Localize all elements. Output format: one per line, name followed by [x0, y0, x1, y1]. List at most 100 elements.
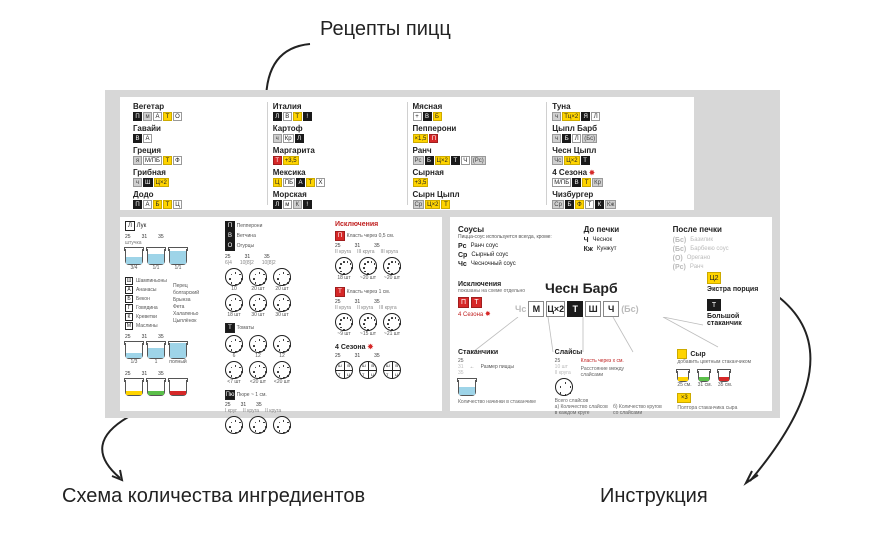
kv-row: ЧсЧесночный соус	[458, 261, 568, 268]
kv-row: КжКунжут	[584, 246, 657, 253]
recipe-tag: Рс	[413, 156, 424, 165]
recipe-item: ГавайиВА	[133, 124, 262, 143]
recipe-tag: В	[133, 134, 142, 143]
excl-tag-t: Т	[471, 297, 482, 308]
exceptions-note: показаны на схеме отдельно	[458, 288, 525, 294]
kv-row: СрСырный соус	[458, 252, 568, 259]
recipe-tag: Я	[581, 112, 590, 121]
slices-heading: Слайсы	[555, 349, 668, 356]
cheese-heading: Сыр	[690, 351, 705, 358]
recipe-name: Додо	[133, 190, 262, 199]
card-recipes: ВегетарПмАТОГавайиВАГрецияяМ/ПБТФГрибная…	[120, 97, 694, 210]
ing-mid: П Пепперони В Ветчина О Огурцы 253135 6|…	[225, 221, 325, 434]
recipe-tag: Б	[433, 112, 442, 121]
recipe-name: Морская	[273, 190, 402, 199]
recipe-tag: Л	[273, 112, 282, 121]
recipe-tag: м	[283, 200, 292, 209]
recipe-item: 4 Сезона ✸М/ПБВТКр	[552, 168, 681, 187]
recipe-tag: Ф	[575, 200, 584, 209]
recipe-tag: +3,5	[413, 178, 429, 187]
recipe-tag: Ц×2	[435, 156, 450, 165]
cheese-foot: Полтора стаканчика сыра	[677, 405, 764, 411]
recipe-tag: Ц	[273, 178, 282, 187]
recipe-tag: П	[429, 134, 438, 143]
strip-tag: Ч	[603, 301, 619, 317]
recipe-tag: А	[296, 178, 305, 187]
recipe-tag: Л	[295, 134, 304, 143]
recipe-name: Чесн Цыпл	[552, 146, 681, 155]
recipe-tag: Чс	[552, 156, 563, 165]
big-recipe-name: Чесн Барб	[545, 280, 618, 296]
recipe-column: ТуначТц×2ЯЛЦыпл БарбчБЛ(Бс)Чесн ЦыплЧсЦ×…	[546, 102, 686, 205]
slices-a: а) Количество слайсов в каждом круге	[555, 404, 609, 416]
recipe-name: Гавайи	[133, 124, 262, 133]
strip-tag: Т	[567, 301, 583, 317]
recipe-tag: М/ПБ	[143, 156, 162, 165]
recipe-tag: В	[572, 178, 581, 187]
recipe-column: ВегетарПмАТОГавайиВАГрецияяМ/ПБТФГрибная…	[128, 102, 267, 205]
recipe-tag: А	[143, 134, 152, 143]
cheese-tag-sq	[677, 349, 687, 359]
recipe-name: Картоф	[273, 124, 402, 133]
recipe-tag: Ц	[173, 200, 182, 209]
before-heading: До печки	[584, 225, 657, 234]
cups-foot: Количество начинки в стаканчике	[458, 399, 545, 405]
recipe-item: Пепперони×1,5П	[413, 124, 542, 143]
recipe-tag: М/ПБ	[552, 178, 571, 187]
recipe-name: Мексика	[273, 168, 402, 177]
recipe-tag: К	[293, 200, 302, 209]
recipe-tag: В	[283, 112, 292, 121]
recipe-item: ТуначТц×2ЯЛ	[552, 102, 681, 121]
recipe-tag: ч	[273, 134, 282, 143]
recipe-tag: Т	[163, 156, 172, 165]
ing-right: Исключения П Класть через 0,5 см. 253135…	[335, 221, 435, 379]
recipe-tag: Тц×2	[562, 112, 580, 121]
recipe-tag: Т	[581, 156, 590, 165]
recipe-name: 4 Сезона ✸	[552, 168, 681, 177]
recipe-tag: О	[173, 112, 182, 121]
recipe-tag: ×1,5	[413, 134, 429, 143]
card-ingredients: Л Лук 253135 штучка 3/41/11/1 ШШампиньон…	[120, 217, 442, 411]
slices-sub-1: II круга	[555, 370, 573, 376]
cheese-cup: 25 см.	[677, 368, 691, 388]
recipe-name: Туна	[552, 102, 681, 111]
recipe-tag: Кр	[592, 178, 603, 187]
ing-left: Л Лук 253135 штучка 3/41/11/1 ШШампиньон…	[125, 221, 215, 396]
after-heading: После печки	[673, 225, 764, 234]
recipe-tag: Т	[441, 200, 450, 209]
recipe-name: Грибная	[133, 168, 262, 177]
annotation-recipes: Рецепты пицц	[320, 18, 451, 41]
recipe-name: Ранч	[413, 146, 542, 155]
cups-size-2: 35	[458, 370, 464, 376]
recipe-item: Чесн ЦыплЧсЦ×2Т	[552, 146, 681, 165]
recipe-tag: Х	[316, 178, 325, 187]
strip-tag: М	[528, 301, 544, 317]
cups-heading: Стаканчики	[458, 349, 545, 356]
recipe-name: Маргарита	[273, 146, 402, 155]
slices-spacing: Расстояние между слайсами	[581, 366, 636, 378]
recipe-name: Цыпл Барб	[552, 124, 681, 133]
recipe-tag: А	[143, 200, 152, 209]
strip-tag: Ц×2	[546, 301, 565, 317]
kv-row: РсРанч соус	[458, 243, 568, 250]
recipe-tag: !	[303, 200, 312, 209]
recipe-name: Греция	[133, 146, 262, 155]
recipe-tag: Кж	[605, 200, 617, 209]
recipe-item: Сырн ЦыплСрЦ×2Т	[413, 190, 542, 209]
recipe-tag: !	[303, 112, 312, 121]
kv-row: (Рс)Ранч	[673, 264, 764, 271]
recipe-item: ГрибнаячШЦ×2	[133, 168, 262, 187]
recipe-column: Мясная+ВБПепперони×1,5ПРанчРсБЦ×2ТЧ(Рс)С…	[407, 102, 547, 205]
recipe-tag: я	[133, 156, 142, 165]
recipe-tag: Ц×2	[154, 178, 169, 187]
recipe-tag: П	[133, 200, 142, 209]
recipe-tag: Т	[582, 178, 591, 187]
cheese-note: добавить цветным стаканчиком	[677, 359, 764, 365]
cups-note: Размер пиццы	[481, 364, 514, 370]
recipe-tag: Ц×2	[425, 200, 440, 209]
recipe-item: РанчРсБЦ×2ТЧ(Рс)	[413, 146, 542, 165]
recipe-tag: (Рс)	[471, 156, 486, 165]
kv-row: (Бс)Барбекю соус	[673, 246, 764, 253]
sauces-heading: Соусы	[458, 225, 568, 234]
recipe-tag: Т	[585, 200, 594, 209]
